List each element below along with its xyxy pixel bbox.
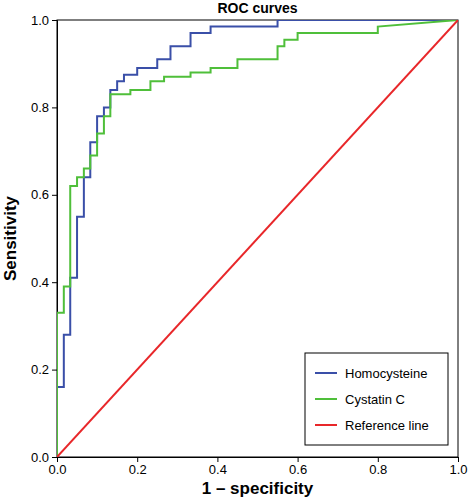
tick-label: 0.8 xyxy=(31,100,49,115)
series-line xyxy=(57,20,458,457)
tick: 0.2 xyxy=(129,457,147,477)
tick-mark xyxy=(52,107,57,108)
axis-line xyxy=(52,21,58,458)
series-line xyxy=(57,20,458,457)
legend-label: Homocysteine xyxy=(345,366,427,381)
title: ROC curves xyxy=(217,0,297,16)
tick-mark xyxy=(52,20,57,21)
tick: 0.0 xyxy=(31,450,57,465)
legend-swatch xyxy=(315,424,337,426)
x-axis-title: 1 – specificity xyxy=(202,479,314,498)
tick-label: 0.8 xyxy=(369,462,387,477)
x-axis: 0.0 0.2 0.4 0.6 0.8 1.0 xyxy=(48,457,467,477)
tick: 1.0 xyxy=(449,457,467,477)
axis-line xyxy=(58,458,459,463)
legend-swatch xyxy=(315,398,337,400)
tick: 1.0 xyxy=(31,13,57,28)
tick: 0.8 xyxy=(369,457,387,477)
lines xyxy=(57,20,458,457)
tick-mark xyxy=(52,195,57,196)
legend-label: Cystatin C xyxy=(345,392,405,407)
tick: 0.4 xyxy=(31,275,57,290)
legend-box xyxy=(305,353,448,445)
plot: 0.0 0.2 0.4 0.6 0.8 1.0 0.0 0.2 0.4 0.6 0.8 1.0 Homo… xyxy=(31,13,468,478)
series-line xyxy=(57,20,458,457)
y-axis-title: Sensitivity xyxy=(1,195,20,281)
tick-mark xyxy=(52,282,57,283)
plot-frame xyxy=(57,20,458,457)
tick-label: 0.4 xyxy=(31,275,49,290)
legend-swatch xyxy=(315,372,337,374)
legend-label: Reference line xyxy=(345,418,429,433)
tick-label: 0.2 xyxy=(31,362,49,377)
tick-label: 0.4 xyxy=(209,462,227,477)
tick-mark xyxy=(52,457,57,458)
tick: 0.2 xyxy=(31,362,57,377)
chart: 0.0 0.2 0.4 0.6 0.8 1.0 0.0 0.2 0.4 0.6 0.8 1.0 Homo… xyxy=(0,0,468,500)
tick-mark xyxy=(52,370,57,371)
tick-label: 0.2 xyxy=(129,462,147,477)
tick-label: 1.0 xyxy=(31,13,49,28)
tick-label: 1.0 xyxy=(449,462,467,477)
tick: 0.6 xyxy=(31,187,57,202)
tick: 0.6 xyxy=(289,457,307,477)
legend: Homocysteine Cystatin C Reference line xyxy=(305,353,448,445)
tick: 0.4 xyxy=(209,457,227,477)
tick: 0.8 xyxy=(31,100,57,115)
tick-label: 0.6 xyxy=(31,187,49,202)
tick-label: 0.6 xyxy=(289,462,307,477)
tick: 0.0 xyxy=(48,457,66,477)
tick-label: 0.0 xyxy=(48,462,66,477)
tick-label: 0.0 xyxy=(31,450,49,465)
y-axis: 0.0 0.2 0.4 0.6 0.8 1.0 xyxy=(31,13,58,465)
